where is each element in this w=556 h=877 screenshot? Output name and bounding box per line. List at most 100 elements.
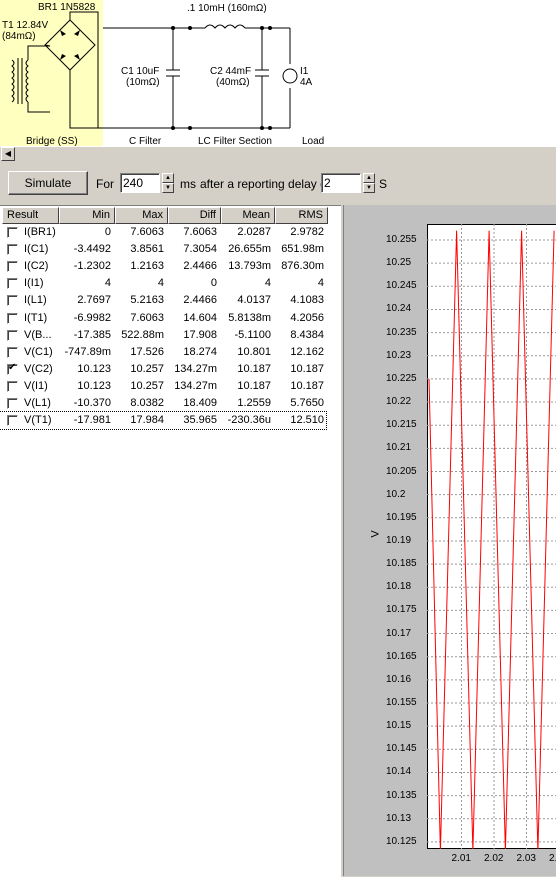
- section-label: Bridge (SS): [26, 136, 78, 146]
- column-header-max[interactable]: Max: [115, 207, 168, 224]
- column-header-diff[interactable]: Diff: [168, 207, 221, 224]
- cell-diff: 17.908: [183, 328, 217, 341]
- c1-resistance: (10mΩ): [126, 77, 160, 88]
- y-tick-label: 10.14: [386, 766, 412, 778]
- column-header-result[interactable]: Result: [2, 207, 59, 224]
- cell-max: 10.257: [130, 379, 164, 392]
- row-checkbox[interactable]: [7, 261, 18, 273]
- cell-name: I(I1): [24, 277, 44, 290]
- y-tick-label: 10.155: [386, 697, 417, 708]
- cell-max: 7.6063: [130, 226, 164, 238]
- cell-mean: -230.36u: [227, 414, 271, 427]
- table-row[interactable]: I(C1) -3.4492 3.8561 7.3054 26.655m 651.98m: [0, 241, 340, 258]
- column-header-mean[interactable]: Mean: [221, 207, 275, 224]
- y-tick-label: 10.165: [386, 650, 417, 662]
- column-header-rms[interactable]: RMS: [275, 207, 328, 224]
- cell-mean: 26.655m: [228, 243, 271, 256]
- row-checkbox[interactable]: [7, 227, 18, 238]
- table-row[interactable]: V(I1) 10.123 10.257 134.27m 10.187 10.187: [0, 378, 340, 395]
- table-row[interactable]: I(T1) -6.9982 7.6063 14.604 5.8138m 4.2056: [0, 310, 340, 327]
- cell-mean: 13.793m: [228, 260, 271, 273]
- cell-max: 8.0382: [130, 397, 164, 409]
- spin-down-icon[interactable]: ▼: [363, 183, 375, 193]
- cell-max: 17.984: [130, 414, 164, 427]
- table-row[interactable]: V(B... -17.385 522.88m 17.908 -5.1100 8.4384: [0, 327, 340, 344]
- cell-rms: 12.162: [290, 345, 324, 358]
- table-row[interactable]: I(BR1) 0 7.6063 7.6063 2.0287 2.9782: [0, 224, 340, 241]
- bridge-label: BR1 1N5828: [38, 2, 96, 13]
- row-checkbox[interactable]: [7, 329, 18, 341]
- row-checkbox[interactable]: [7, 312, 18, 324]
- ms-label: ms: [180, 177, 196, 191]
- cell-mean: 10.187: [237, 362, 271, 375]
- table-row[interactable]: V(C1) -747.89m 17.526 18.274 10.801 12.162: [0, 344, 340, 361]
- cell-mean: 4: [264, 277, 271, 290]
- waveform-chart: [427, 224, 556, 849]
- column-header-min[interactable]: Min: [59, 207, 115, 224]
- table-row[interactable]: I(L1) 2.7697 5.2163 2.4466 4.0137 4.1083: [0, 292, 340, 309]
- cell-rms: 4: [317, 277, 324, 290]
- table-row[interactable]: V(C2) 10.123 10.257 134.27m 10.187 10.187: [0, 361, 340, 378]
- cell-max: 17.526: [130, 345, 164, 358]
- cell-name: I(T1): [24, 311, 48, 324]
- inductor-label: .1 10mH (160mΩ): [187, 3, 267, 14]
- c1-label: C1 10uF: [121, 66, 160, 77]
- cell-max: 5.2163: [130, 294, 164, 307]
- bridge-section-highlight: [0, 0, 103, 146]
- table-row[interactable]: I(I1) 4 4 0 4 4: [0, 275, 340, 292]
- section-label: C Filter: [129, 136, 162, 146]
- cell-rms: 10.187: [290, 379, 324, 392]
- cell-mean: -5.1100: [234, 328, 272, 341]
- cell-diff: 0: [210, 277, 217, 290]
- duration-spinner[interactable]: ▲ ▼: [162, 173, 174, 193]
- transformer-label: T1 12.84V: [2, 20, 49, 31]
- y-tick-label: 10.205: [386, 465, 417, 477]
- delay-input[interactable]: 2: [321, 173, 361, 193]
- cell-diff: 35.965: [183, 414, 217, 427]
- for-label: For: [96, 177, 114, 191]
- cell-diff: 18.274: [183, 345, 217, 358]
- x-tick-label: 2.01: [451, 853, 471, 864]
- row-checkbox[interactable]: [7, 362, 18, 375]
- spin-up-icon[interactable]: ▲: [363, 173, 375, 183]
- y-tick-label: 10.2: [386, 488, 406, 500]
- y-tick-label: 10.145: [386, 743, 417, 755]
- transformer-resistance: (84mΩ): [2, 31, 36, 42]
- cell-name: I(L1): [24, 294, 47, 307]
- cell-mean: 5.8138m: [228, 311, 271, 324]
- row-checkbox[interactable]: [7, 244, 18, 256]
- cell-mean: 10.187: [237, 379, 271, 392]
- load-name: I1: [300, 66, 309, 77]
- spin-up-icon[interactable]: ▲: [162, 173, 174, 183]
- section-label: Load: [302, 136, 325, 146]
- y-tick-label: 10.19: [386, 534, 412, 546]
- row-checkbox[interactable]: [7, 415, 18, 427]
- spin-down-icon[interactable]: ▼: [162, 183, 174, 193]
- cell-mean: 10.801: [237, 345, 271, 358]
- row-checkbox[interactable]: [7, 295, 18, 307]
- table-row[interactable]: V(L1) -10.370 8.0382 18.409 1.2559 5.7650: [0, 395, 340, 412]
- cell-min: -17.385: [73, 328, 111, 341]
- delay-label: after a reporting delay of: [200, 177, 331, 191]
- cell-max: 1.2163: [130, 260, 164, 273]
- cell-min: -6.9982: [73, 311, 111, 324]
- scroll-left-arrow-icon[interactable]: ◀: [1, 147, 15, 161]
- duration-input[interactable]: 240: [120, 173, 160, 193]
- cell-rms: 10.187: [290, 362, 324, 375]
- delay-spinner[interactable]: ▲ ▼: [363, 173, 375, 193]
- table-row[interactable]: V(T1) -17.981 17.984 35.965 -230.36u 12.510: [0, 411, 327, 431]
- simulate-button[interactable]: Simulate: [8, 171, 88, 195]
- row-checkbox[interactable]: [7, 380, 18, 392]
- row-checkbox[interactable]: [7, 346, 18, 358]
- cell-rms: 4.1083: [290, 294, 324, 307]
- cell-diff: 7.6063: [183, 226, 217, 238]
- row-checkbox[interactable]: [7, 398, 18, 409]
- cell-min: 4: [104, 277, 111, 290]
- horizontal-scrollbar[interactable]: [0, 146, 556, 163]
- circuit-diagram: [11, 11, 298, 130]
- cell-max: 10.257: [130, 362, 164, 375]
- cell-rms: 2.9782: [290, 226, 324, 238]
- row-checkbox[interactable]: [7, 278, 18, 290]
- x-tick-label: 2.03: [516, 853, 536, 864]
- table-row[interactable]: I(C2) -1.2302 1.2163 2.4466 13.793m 876.30m: [0, 258, 340, 275]
